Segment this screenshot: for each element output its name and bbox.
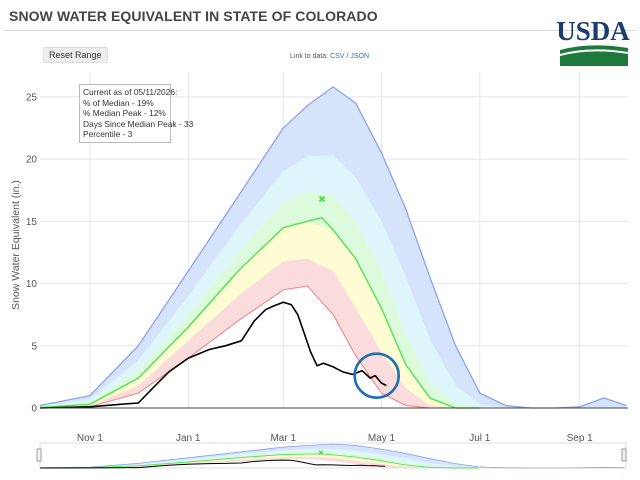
- usda-logo: USDA: [556, 16, 630, 70]
- band-50-30: [40, 221, 627, 408]
- y-tick-label: 25: [26, 92, 38, 103]
- navigator-left-handle[interactable]: [36, 448, 42, 462]
- range-navigator[interactable]: [36, 442, 627, 469]
- x-tick-label: Nov 1: [77, 433, 104, 444]
- y-axis-label: Snow Water Equivalent (in.): [10, 180, 22, 310]
- current-year-line: [39, 301, 387, 409]
- status-days-since-peak: Days Since Median Peak - 33: [83, 118, 194, 129]
- usda-logo-text: USDA: [556, 16, 630, 46]
- status-percentile: Percentile - 3: [83, 129, 133, 139]
- current-status-box: Current as of 05/11/2026: % of Median - …: [79, 84, 194, 143]
- title-divider: [4, 30, 636, 31]
- usda-field-icon: [560, 45, 628, 66]
- status-pct-median-peak: % Median Peak - 12%: [83, 108, 166, 118]
- y-tick-label: 5: [31, 341, 37, 352]
- json-link[interactable]: JSON: [350, 53, 370, 60]
- navigator-peak-marker: [318, 450, 324, 455]
- x-tick-label: Mar 1: [270, 433, 296, 444]
- x-tick-label: Jan 1: [176, 433, 201, 444]
- percentile-bands: [40, 86, 627, 409]
- navigator-band-50-30: [40, 454, 625, 468]
- status-date: Current as of 05/11/2026:: [83, 87, 178, 97]
- navigator-median-line: [39, 453, 479, 469]
- median-line: [39, 216, 480, 409]
- y-tick-label: 15: [26, 217, 38, 228]
- chart-title: SNOW WATER EQUIVALENT IN STATE OF COLORA…: [9, 8, 378, 24]
- y-tick-label: 20: [26, 155, 38, 166]
- y-tick-label: 0: [31, 404, 37, 415]
- band-max-90: [40, 86, 627, 409]
- x-tick-label: Sep 1: [567, 433, 594, 444]
- x-tick-label: May 1: [368, 433, 396, 444]
- x-tick-label: Jul 1: [469, 433, 491, 444]
- link-separator: /: [346, 53, 349, 60]
- csv-link[interactable]: CSV: [330, 53, 345, 60]
- navigator-band-30-min: [40, 456, 625, 468]
- reset-range-button[interactable]: Reset Range: [43, 47, 108, 63]
- axes: 0 5 10 15 20 25 Nov 1 Jan 1 Mar 1 May 1 Jul 1 Sep 1…: [10, 92, 628, 444]
- status-pct-median: % of Median - 19%: [83, 97, 154, 108]
- median-peak-marker: [318, 195, 326, 203]
- band-30-min: [40, 258, 627, 408]
- data-links-label: Link to data:: [290, 53, 329, 60]
- highlight-circle: [353, 352, 400, 399]
- navigator-max-line: [39, 443, 625, 469]
- navigator-current-line: [39, 459, 386, 469]
- data-links: Link to data: CSV / JSON: [290, 53, 369, 60]
- navigator-band-max-90: [40, 444, 625, 468]
- y-tick-label: 10: [26, 279, 38, 290]
- navigator-right-handle[interactable]: [621, 448, 627, 462]
